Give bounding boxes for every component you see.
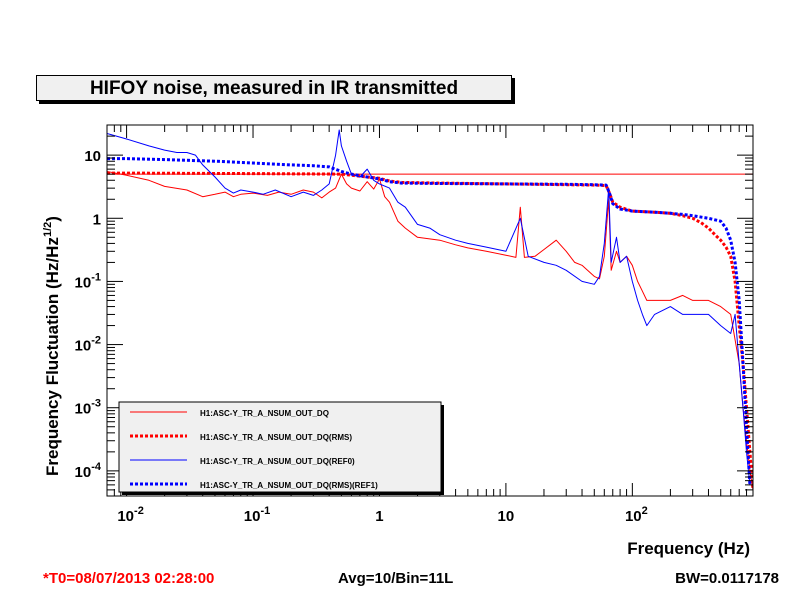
y-tick-label: 1 xyxy=(93,211,101,228)
x-tick-label-base: 1 xyxy=(375,508,383,525)
y-tick-label: 10-4 xyxy=(75,461,102,481)
bandwidth-info: BW=0.0117178 xyxy=(675,570,779,587)
y-tick-label-exponent: -2 xyxy=(91,335,101,347)
y-tick-label: 10-2 xyxy=(75,335,101,355)
x-tick-label: 10-2 xyxy=(117,505,143,525)
chart-title: HIFOY noise, measured in IR transmitted xyxy=(89,78,459,99)
y-tick-label-exponent: -1 xyxy=(91,271,101,283)
x-axis-label: Frequency (Hz) xyxy=(627,539,750,558)
x-tick-label-base: 10 xyxy=(625,508,642,525)
legend-label-2: H1:ASC-Y_TR_A_NSUM_OUT_DQ(REF0) xyxy=(200,457,355,466)
x-tick-label: 1 xyxy=(375,508,383,525)
legend-box xyxy=(118,401,442,493)
plot-frame xyxy=(106,124,754,497)
x-tick-label-exponent: 2 xyxy=(642,505,648,517)
y-tick-label: 10-1 xyxy=(75,271,101,291)
y-tick-label-base: 10 xyxy=(75,338,92,355)
series-line-2 xyxy=(107,129,751,485)
y-tick-label-exponent: -4 xyxy=(91,461,102,473)
average-info: Avg=10/Bin=11L xyxy=(338,570,454,587)
legend-shadow-bottom xyxy=(122,492,444,495)
x-tick-label-base: 10 xyxy=(244,508,261,525)
y-tick-label-base: 10 xyxy=(75,274,92,291)
x-tick-label-exponent: -1 xyxy=(260,505,270,517)
series-layer xyxy=(107,129,753,491)
x-tick-label: 10 xyxy=(498,508,515,525)
t0-timestamp: *T0=08/07/2013 02:28:00 xyxy=(43,570,215,587)
x-tick-label-base: 10 xyxy=(117,508,134,525)
y-tick-label-base: 10 xyxy=(75,401,92,418)
x-tick-label: 10-1 xyxy=(244,505,270,525)
y-axis-label-main: Frequency Fluctuation (Hz/Hz xyxy=(43,237,62,476)
legend-label-1: H1:ASC-Y_TR_A_NSUM_OUT_DQ(RMS) xyxy=(200,433,352,442)
y-tick-label-base: 1 xyxy=(93,211,101,228)
legend-label-3: H1:ASC-Y_TR_A_NSUM_OUT_DQ(RMS)(REF1) xyxy=(200,481,378,490)
chart-title-box: HIFOY noise, measured in IR transmitted xyxy=(36,75,512,101)
x-tick-label: 102 xyxy=(625,505,648,525)
y-tick-label: 10-3 xyxy=(75,398,101,418)
y-tick-label: 10 xyxy=(84,148,101,165)
legend: H1:ASC-Y_TR_A_NSUM_OUT_DQ H1:ASC-Y_TR_A_N… xyxy=(118,401,444,495)
y-axis-label-close: ) xyxy=(43,216,62,222)
legend-label-0: H1:ASC-Y_TR_A_NSUM_OUT_DQ xyxy=(200,409,329,418)
x-tick-label-exponent: -2 xyxy=(134,505,144,517)
y-axis-label-exponent: 1/2 xyxy=(42,222,54,237)
y-tick-label-base: 10 xyxy=(75,464,92,481)
y-axis-label: Frequency Fluctuation (Hz/Hz1/2) xyxy=(42,216,62,476)
y-tick-label-exponent: -3 xyxy=(91,398,101,410)
series-line-0 xyxy=(107,171,753,490)
y-tick-label-base: 10 xyxy=(84,148,101,165)
series-line-3 xyxy=(107,157,752,485)
x-tick-label-base: 10 xyxy=(498,508,515,525)
legend-shadow-right xyxy=(441,405,444,495)
